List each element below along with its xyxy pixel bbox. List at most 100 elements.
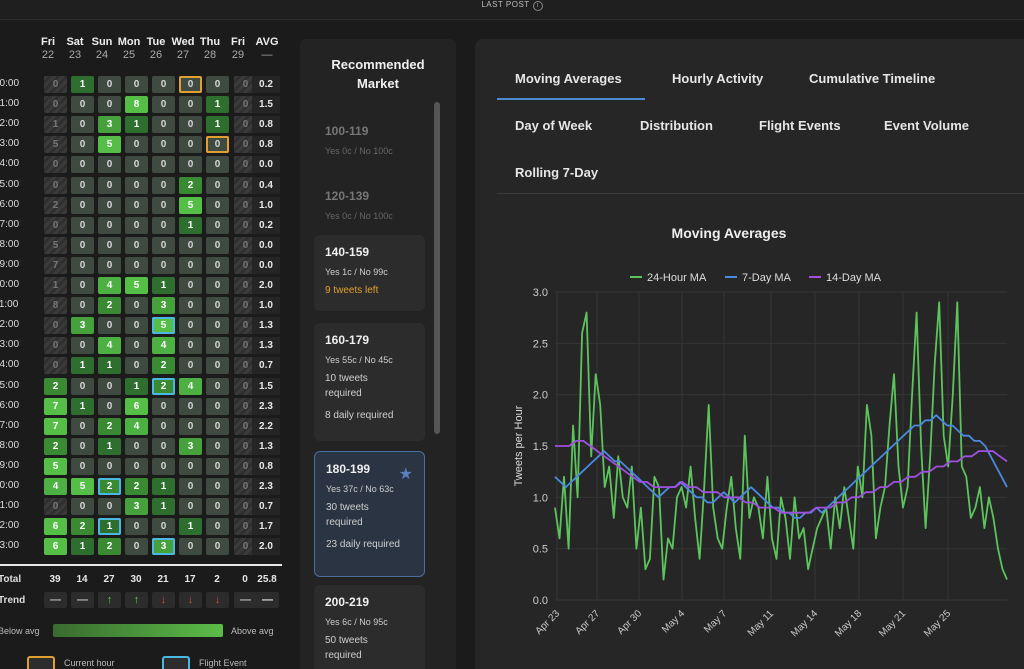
heatmap-cell[interactable]: 0 (234, 377, 257, 395)
heatmap-cell[interactable]: 0 (125, 196, 148, 214)
heatmap-cell[interactable]: 5 (152, 317, 175, 335)
heatmap-cell[interactable]: 2 (98, 417, 121, 435)
heatmap-cell[interactable]: 3 (125, 498, 148, 516)
heatmap-cell[interactable]: 0 (71, 216, 94, 234)
heatmap-cell[interactable]: 0 (206, 337, 229, 355)
heatmap-cell[interactable]: 0 (98, 457, 121, 475)
heatmap-cell[interactable]: 0 (152, 256, 175, 274)
market-option[interactable]: 160-179 Yes 55c / No 45c 10 tweets required… (314, 323, 425, 441)
info-icon[interactable]: i (532, 1, 543, 11)
market-option[interactable]: 120-139 Yes 0c / No 100c (314, 179, 425, 231)
heatmap-cell[interactable]: 2 (98, 478, 121, 495)
heatmap-cell[interactable]: 0 (234, 176, 257, 194)
tab-day-of-week[interactable]: Day of Week (515, 118, 593, 133)
heatmap-cell[interactable]: 0 (179, 236, 202, 254)
heatmap-cell[interactable]: 0 (71, 256, 94, 274)
heatmap-cell[interactable]: 0 (152, 518, 175, 536)
heatmap-cell[interactable]: 2 (44, 196, 67, 214)
heatmap-cell[interactable]: 0 (206, 236, 229, 254)
heatmap-cell[interactable]: 0 (125, 437, 148, 455)
heatmap-cell[interactable]: 1 (71, 357, 94, 375)
heatmap-cell[interactable]: 0 (71, 437, 94, 455)
heatmap-cell[interactable]: 6 (44, 538, 67, 556)
heatmap-cell[interactable]: 0 (234, 538, 257, 556)
heatmap-cell[interactable]: 0 (234, 216, 257, 234)
heatmap-cell[interactable]: 0 (179, 357, 202, 375)
heatmap-cell[interactable]: 0 (234, 357, 257, 375)
heatmap-cell[interactable]: 0 (179, 136, 202, 154)
heatmap-cell[interactable]: 0 (71, 337, 94, 355)
heatmap-cell[interactable]: 5 (44, 136, 67, 154)
heatmap-cell[interactable]: 1 (152, 498, 175, 516)
heatmap-cell[interactable]: 0 (98, 377, 121, 395)
heatmap-cell[interactable]: 2 (71, 518, 94, 536)
heatmap-cell[interactable]: 0 (125, 76, 148, 93)
heatmap-cell[interactable]: 2 (152, 357, 175, 375)
heatmap-cell[interactable]: 2 (125, 478, 148, 495)
heatmap-cell[interactable]: 4 (179, 377, 202, 395)
heatmap-cell[interactable]: 5 (44, 236, 67, 254)
heatmap-cell[interactable]: 1 (44, 116, 67, 134)
heatmap-cell[interactable]: 0 (206, 397, 229, 415)
heatmap-cell[interactable]: 0 (179, 417, 202, 435)
heatmap-cell[interactable]: 0 (71, 498, 94, 516)
heatmap-cell[interactable]: 0 (152, 136, 175, 154)
heatmap-cell[interactable]: 0 (71, 196, 94, 214)
heatmap-cell[interactable]: 0 (206, 297, 229, 315)
heatmap-cell[interactable]: 0 (206, 437, 229, 455)
heatmap-cell[interactable]: 3 (152, 538, 175, 556)
heatmap-cell[interactable]: 0 (179, 317, 202, 335)
heatmap-cell[interactable]: 1 (44, 277, 67, 294)
heatmap-cell[interactable]: 0 (206, 76, 229, 93)
heatmap-cell[interactable]: 1 (98, 357, 121, 375)
heatmap-cell[interactable]: 0 (234, 236, 257, 254)
heatmap-cell[interactable]: 7 (44, 397, 67, 415)
market-scrollbar[interactable] (434, 102, 440, 434)
heatmap-cell[interactable]: 5 (71, 478, 94, 495)
heatmap-cell[interactable]: 8 (44, 297, 67, 315)
heatmap-cell[interactable]: 0 (206, 196, 229, 214)
tab-distribution[interactable]: Distribution (640, 118, 713, 133)
heatmap-cell[interactable]: 0 (234, 96, 257, 114)
heatmap-cell[interactable]: 0 (71, 156, 94, 174)
star-icon[interactable]: ★ (398, 466, 413, 483)
heatmap-cell[interactable]: 5 (98, 136, 121, 154)
heatmap-cell[interactable]: 0 (44, 156, 67, 174)
heatmap-cell[interactable]: 4 (98, 337, 121, 355)
heatmap-cell[interactable]: 0 (206, 317, 229, 335)
heatmap-cell[interactable]: 1 (98, 437, 121, 455)
heatmap-cell[interactable]: 0 (234, 478, 257, 495)
heatmap-cell[interactable]: 2 (179, 176, 202, 194)
heatmap-cell[interactable]: 0 (179, 116, 202, 134)
heatmap-cell[interactable]: 0 (125, 236, 148, 254)
tab-flight-events[interactable]: Flight Events (759, 118, 841, 133)
heatmap-cell[interactable]: 0 (125, 357, 148, 375)
heatmap-cell[interactable]: 0 (179, 397, 202, 415)
heatmap-cell[interactable]: 1 (179, 518, 202, 536)
heatmap-cell[interactable]: 0 (179, 256, 202, 274)
heatmap-cell[interactable]: 1 (152, 478, 175, 495)
market-option[interactable]: 100-119 Yes 0c / No 100c (314, 114, 425, 166)
heatmap-cell[interactable]: 0 (71, 136, 94, 154)
heatmap-cell[interactable]: 0 (152, 437, 175, 455)
heatmap-cell[interactable]: 0 (98, 196, 121, 214)
heatmap-cell[interactable]: 0 (152, 156, 175, 174)
heatmap-cell[interactable]: 1 (71, 76, 94, 93)
heatmap-cell[interactable]: 1 (71, 538, 94, 556)
heatmap-cell[interactable]: 0 (125, 176, 148, 194)
heatmap-cell[interactable]: 5 (179, 196, 202, 214)
heatmap-cell[interactable]: 0 (179, 156, 202, 174)
heatmap-cell[interactable]: 0 (125, 156, 148, 174)
heatmap-cell[interactable]: 0 (44, 216, 67, 234)
heatmap-cell[interactable]: 0 (98, 156, 121, 174)
heatmap-cell[interactable]: 0 (234, 437, 257, 455)
heatmap-cell[interactable]: 1 (179, 216, 202, 234)
heatmap-cell[interactable]: 0 (98, 76, 121, 93)
heatmap-cell[interactable]: 0 (234, 277, 257, 294)
heatmap-cell[interactable]: 5 (125, 277, 148, 294)
tab-moving-averages[interactable]: Moving Averages (515, 71, 622, 86)
heatmap-cell[interactable]: 0 (98, 317, 121, 335)
heatmap-cell[interactable]: 4 (98, 277, 121, 294)
heatmap-cell[interactable]: 0 (152, 216, 175, 234)
heatmap-cell[interactable]: 0 (206, 377, 229, 395)
